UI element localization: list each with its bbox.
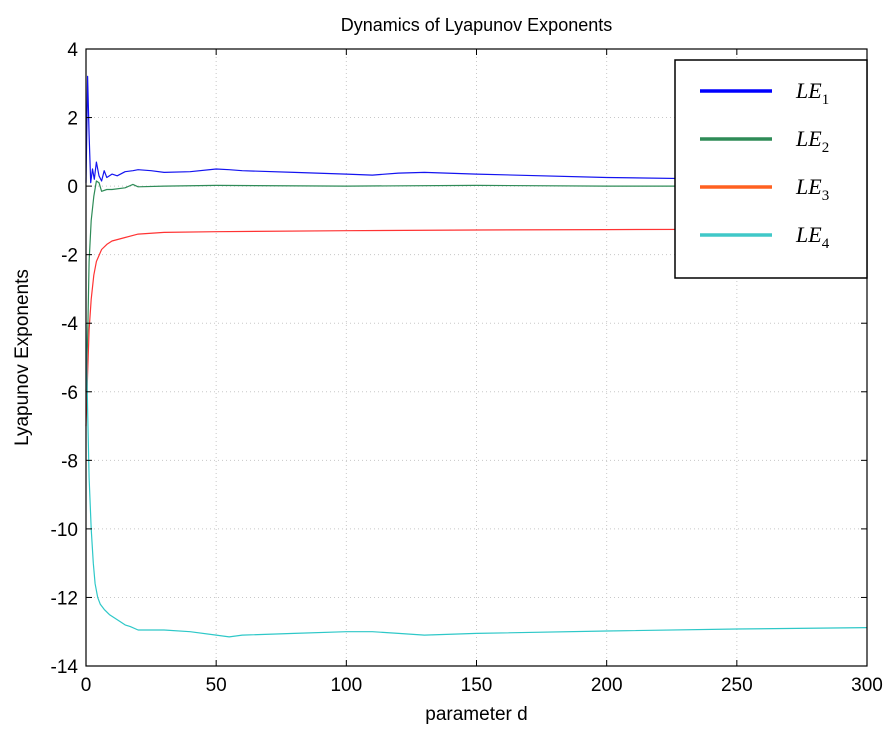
y-tick-label: -14 [51, 657, 79, 678]
y-axis-label: Lyapunov Exponents [12, 269, 33, 446]
series-line-le2 [85, 180, 867, 392]
y-tick-label: -8 [61, 451, 78, 472]
series-line-le1 [85, 75, 868, 184]
legend-label-subscript: 4 [822, 236, 830, 252]
x-tick-label: 200 [591, 675, 623, 696]
legend-label-base: LE [795, 174, 822, 199]
x-tick-label: 0 [81, 675, 92, 696]
y-tick-label: -12 [51, 588, 78, 609]
legend-label: LE2 [795, 126, 829, 156]
y-tick-label: 4 [67, 40, 78, 61]
chart-title: Dynamics of Lyapunov Exponents [341, 15, 613, 35]
x-tick-label: 50 [206, 675, 227, 696]
series-line-le3 [85, 228, 868, 427]
legend-label: LE3 [795, 174, 829, 204]
y-tick-label: -4 [61, 314, 78, 335]
y-tick-label: -2 [61, 246, 78, 267]
x-tick-label: 100 [330, 675, 362, 696]
x-axis-label: parameter d [425, 704, 527, 725]
x-tick-label: 250 [721, 675, 753, 696]
legend-label-base: LE [795, 78, 822, 103]
legend-label: LE1 [795, 78, 829, 108]
x-tick-label: 300 [851, 675, 883, 696]
series-group [85, 75, 868, 638]
legend-label-base: LE [795, 126, 822, 151]
axis-ticks: 0 50 100 150 200 250 300 4 2 0 -2 -4 -6 -8 -10 -12 -14 [51, 40, 883, 696]
y-tick-label: -10 [51, 520, 78, 541]
y-tick-label: -6 [61, 383, 78, 404]
y-tick-label: 2 [67, 109, 78, 130]
legend-label-subscript: 2 [822, 140, 830, 156]
x-tick-label: 150 [461, 675, 493, 696]
y-tick-label: 0 [67, 177, 78, 198]
legend-label-subscript: 3 [822, 188, 830, 204]
legend-label-subscript: 1 [822, 92, 830, 108]
legend-label: LE4 [795, 222, 830, 252]
legend-box [674, 59, 868, 279]
series-line-le4 [85, 323, 868, 638]
legend-label-base: LE [795, 222, 822, 247]
